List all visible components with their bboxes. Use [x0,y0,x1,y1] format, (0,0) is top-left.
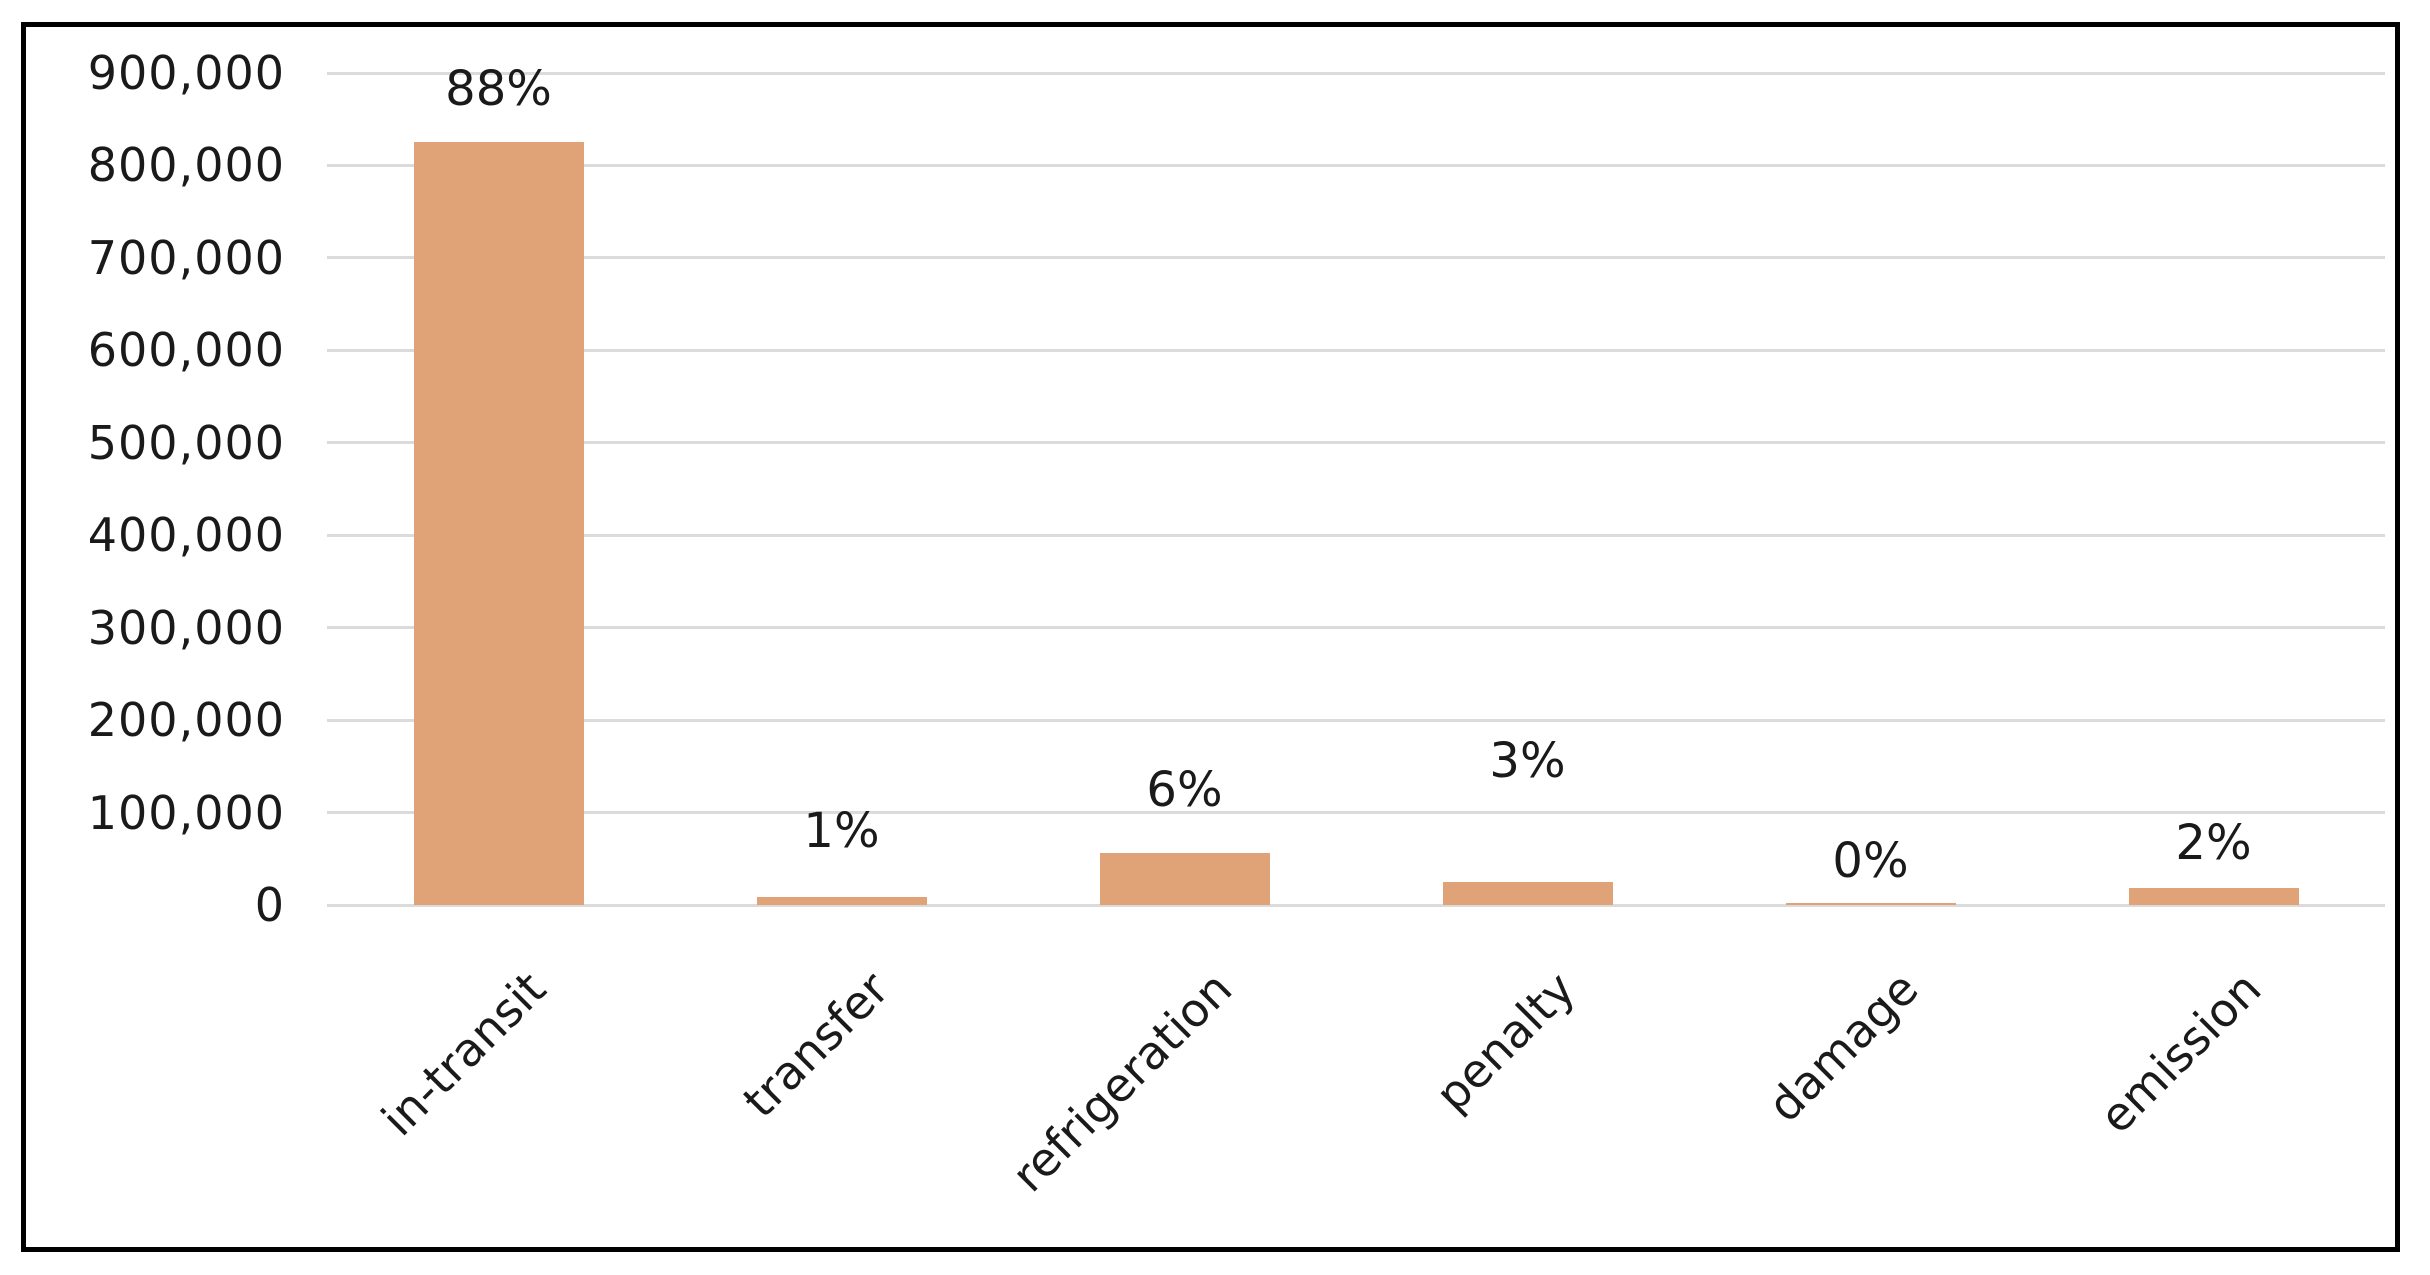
bar-data-label: 88% [445,61,552,117]
y-axis-tick-label: 100,000 [87,785,285,840]
bar-emission [2128,888,2299,905]
bar-damage [1785,903,1956,905]
chart-frame [21,22,2400,1252]
x-axis-category-label: emission [2088,961,2271,1144]
y-axis-tick-label: 800,000 [87,138,285,193]
bar-data-label: 0% [1832,833,1909,889]
bar-penalty [1442,881,1613,905]
bar-refrigeration [1099,853,1270,905]
y-axis-tick-label: 500,000 [87,415,285,470]
bar-transfer [756,896,927,905]
gridline [327,903,2385,907]
y-axis-tick-label: 0 [254,878,285,932]
gridline [327,163,2385,167]
gridline [327,533,2385,537]
gridline [327,441,2385,445]
x-axis-category-label: damage [1756,961,1928,1133]
x-axis-category-label: in-transit [370,961,556,1147]
bar-data-label: 1% [803,803,880,859]
y-axis-tick-label: 300,000 [87,600,285,655]
x-axis-category-label: refrigeration [1000,961,1242,1203]
y-axis-tick-label: 900,000 [87,46,285,100]
gridline [327,626,2385,630]
gridline [327,811,2385,815]
bar-data-label: 3% [1489,733,1566,789]
bar-in-transit [413,142,584,905]
gridline [327,256,2385,260]
y-axis-tick-label: 400,000 [87,508,285,563]
bar-data-label: 6% [1146,762,1223,818]
y-axis-tick-label: 200,000 [87,693,285,748]
x-axis-category-label: penalty [1424,961,1585,1122]
y-axis-tick-label: 700,000 [87,230,285,285]
gridline [327,348,2385,352]
y-axis-tick-label: 600,000 [87,323,285,378]
x-axis-category-label: transfer [732,961,899,1128]
gridline [327,718,2385,722]
gridline [327,71,2385,75]
bar-data-label: 2% [2175,815,2252,871]
